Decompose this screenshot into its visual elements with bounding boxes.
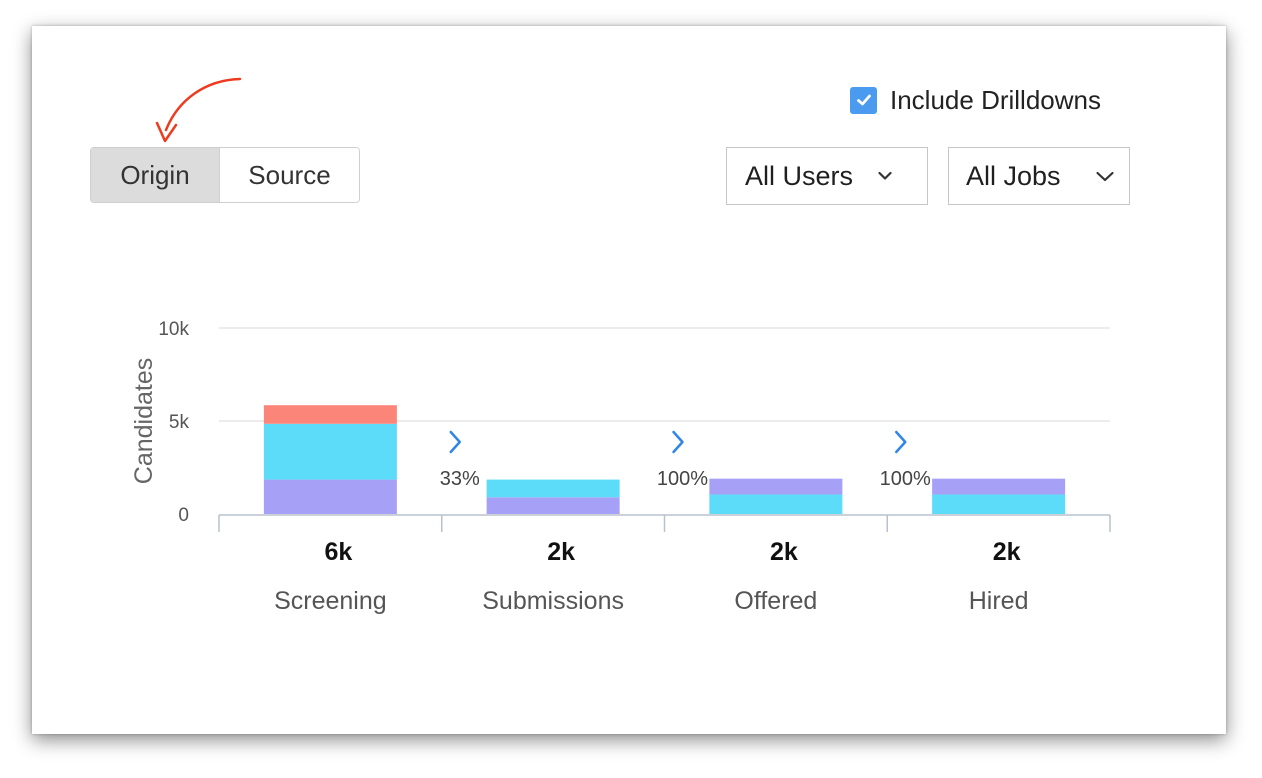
category-label: Screening (274, 587, 387, 615)
include-drilldowns-control[interactable]: Include Drilldowns (850, 85, 1101, 115)
checkmark-icon (856, 94, 871, 106)
bar-segment (932, 478, 1066, 495)
bar-segment (263, 479, 397, 514)
include-drilldowns-checkbox[interactable] (850, 86, 877, 114)
chevron-right-icon (895, 430, 907, 454)
total-label: 2k (993, 538, 1021, 566)
users-dropdown[interactable]: All Users (726, 147, 928, 205)
chevron-right-icon (449, 430, 461, 454)
category-label: Hired (969, 587, 1029, 615)
bar-segment (709, 494, 843, 514)
users-dropdown-value: All Users (745, 160, 854, 191)
bar-segment (709, 478, 843, 495)
chevron-down-icon (1096, 171, 1114, 182)
jobs-dropdown[interactable]: All Jobs (948, 147, 1130, 205)
bar-segment (486, 479, 620, 498)
total-label: 2k (770, 538, 798, 566)
bar-segment (263, 423, 397, 480)
category-label: Offered (734, 587, 817, 615)
conversion-rate-label: 100% (657, 468, 708, 490)
y-tick-label: 0 (178, 505, 189, 526)
funnel-card (32, 26, 1226, 734)
bar-segment (486, 497, 620, 514)
chevron-right-icon (672, 430, 684, 454)
category-label: Submissions (482, 587, 624, 615)
total-label: 6k (324, 538, 352, 566)
jobs-dropdown-value: All Jobs (966, 160, 1061, 191)
y-tick-label: 5k (169, 412, 190, 433)
bar-segment (932, 494, 1066, 514)
conversion-rate-label: 100% (880, 468, 931, 490)
y-tick-label: 10k (158, 319, 189, 340)
chevron-down-icon (878, 171, 892, 180)
total-label: 2k (547, 538, 575, 566)
include-drilldowns-label: Include Drilldowns (890, 84, 1101, 115)
y-axis-label: Candidates (130, 358, 158, 484)
view-toggle[interactable]: Origin Source (90, 147, 360, 203)
bar-segment (263, 405, 397, 424)
source-toggle-button[interactable]: Source (220, 148, 359, 202)
conversion-rate-label: 33% (440, 468, 480, 490)
origin-toggle-button[interactable]: Origin (91, 148, 220, 202)
